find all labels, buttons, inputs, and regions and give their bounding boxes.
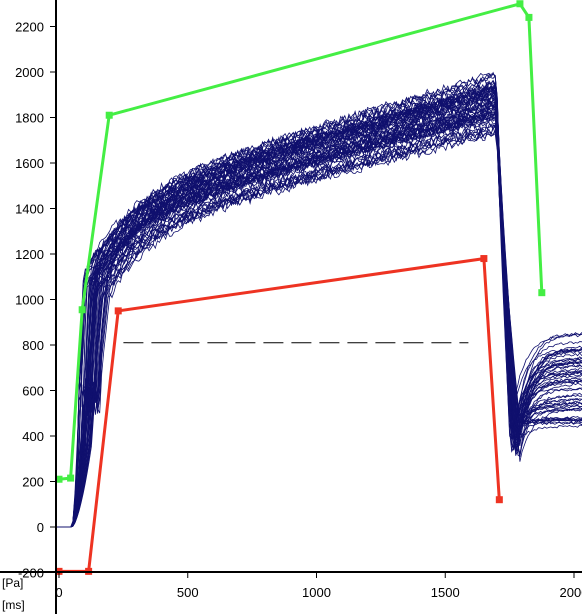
measured-curve	[56, 102, 582, 528]
y-tick-label: 1600	[15, 156, 44, 171]
measured-curves	[56, 71, 582, 528]
upper-limit-point[interactable]	[525, 13, 533, 21]
y-axis-unit: [Pa]	[2, 576, 23, 590]
measured-curve	[56, 84, 582, 528]
x-tick-label: 2000	[560, 585, 582, 600]
measured-curve	[56, 112, 582, 528]
y-tick-label: 1800	[15, 111, 44, 126]
measured-curve	[56, 100, 582, 528]
x-tick-label: 0	[55, 585, 62, 600]
y-tick-label: 1000	[15, 293, 44, 308]
lower-limit-point[interactable]	[495, 496, 503, 504]
lower-limit-line	[59, 256, 501, 573]
lower-limit-point[interactable]	[114, 307, 122, 315]
limit-lines	[55, 0, 546, 575]
measured-curve	[56, 102, 582, 528]
measured-curve	[56, 122, 582, 528]
upper-limit-point[interactable]	[538, 289, 546, 297]
y-tick-label: 2000	[15, 65, 44, 80]
lower-limit-point[interactable]	[480, 255, 488, 263]
measured-curve	[56, 100, 582, 528]
y-tick-label: 2200	[15, 20, 44, 35]
measured-curve	[56, 126, 582, 528]
measured-curve	[56, 112, 582, 528]
measured-curve	[56, 99, 582, 528]
tick-labels: -200 0 200 400 600 800 1000 1200 1400 1600 1800 200…	[15, 20, 582, 601]
upper-limit-point[interactable]	[516, 0, 524, 8]
x-tick-label: 500	[177, 585, 199, 600]
x-tick-label: 1500	[431, 585, 460, 600]
y-tick-label: 600	[22, 384, 44, 399]
y-tick-label: 400	[22, 429, 44, 444]
measured-curve	[56, 122, 582, 528]
upper-limit-point[interactable]	[105, 111, 113, 119]
measured-curve	[56, 124, 582, 528]
measured-curve	[56, 86, 582, 528]
measured-curve	[56, 114, 582, 528]
upper-limit-point[interactable]	[78, 306, 86, 314]
measured-curve	[56, 82, 582, 528]
measured-curve	[56, 130, 582, 528]
y-tick-label: -200	[18, 566, 44, 581]
y-tick-label: 200	[22, 475, 44, 490]
measured-curve	[56, 128, 582, 528]
y-tick-label: 0	[37, 520, 44, 535]
upper-limit-line	[58, 2, 544, 481]
upper-limit-point[interactable]	[67, 474, 75, 482]
measured-curve	[56, 129, 582, 528]
y-tick-label: 1200	[15, 247, 44, 262]
x-axis-unit: [ms]	[2, 598, 25, 612]
measured-curve	[56, 123, 582, 528]
upper-limit-point[interactable]	[55, 475, 63, 483]
x-tick-label: 1000	[302, 585, 331, 600]
y-tick-label: 1400	[15, 202, 44, 217]
y-tick-label: 800	[22, 338, 44, 353]
